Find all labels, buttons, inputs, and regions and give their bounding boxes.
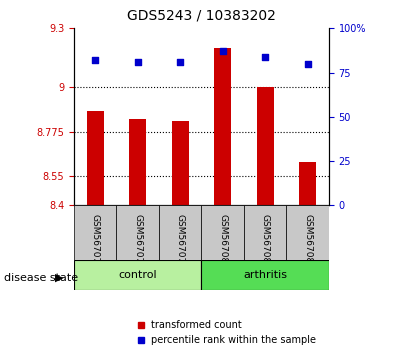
FancyBboxPatch shape	[201, 205, 244, 260]
Point	[177, 59, 183, 65]
Text: GSM567082: GSM567082	[303, 213, 312, 268]
FancyBboxPatch shape	[74, 205, 116, 260]
FancyBboxPatch shape	[244, 205, 286, 260]
Bar	[129, 119, 146, 205]
Bar	[214, 48, 231, 205]
FancyBboxPatch shape	[159, 205, 201, 260]
Point	[92, 57, 99, 63]
Text: ▶: ▶	[55, 273, 64, 283]
Bar	[172, 121, 189, 205]
Text: control: control	[118, 270, 157, 280]
Title: GDS5243 / 10383202: GDS5243 / 10383202	[127, 9, 276, 23]
FancyBboxPatch shape	[201, 260, 329, 290]
Text: GSM567075: GSM567075	[133, 213, 142, 269]
FancyBboxPatch shape	[116, 205, 159, 260]
Legend: transformed count, percentile rank within the sample: transformed count, percentile rank withi…	[132, 316, 320, 349]
Point	[304, 61, 311, 67]
Text: GSM567080: GSM567080	[218, 213, 227, 269]
Text: GSM567081: GSM567081	[261, 213, 270, 269]
Text: disease state: disease state	[4, 273, 78, 283]
Bar	[299, 162, 316, 205]
Text: arthritis: arthritis	[243, 270, 287, 280]
Point	[134, 59, 141, 65]
FancyBboxPatch shape	[286, 205, 329, 260]
Point	[219, 48, 226, 54]
Bar	[87, 111, 104, 205]
Text: GSM567074: GSM567074	[91, 213, 100, 268]
Bar	[256, 87, 274, 205]
Point	[262, 54, 268, 59]
Text: GSM567076: GSM567076	[175, 213, 185, 269]
FancyBboxPatch shape	[74, 260, 201, 290]
